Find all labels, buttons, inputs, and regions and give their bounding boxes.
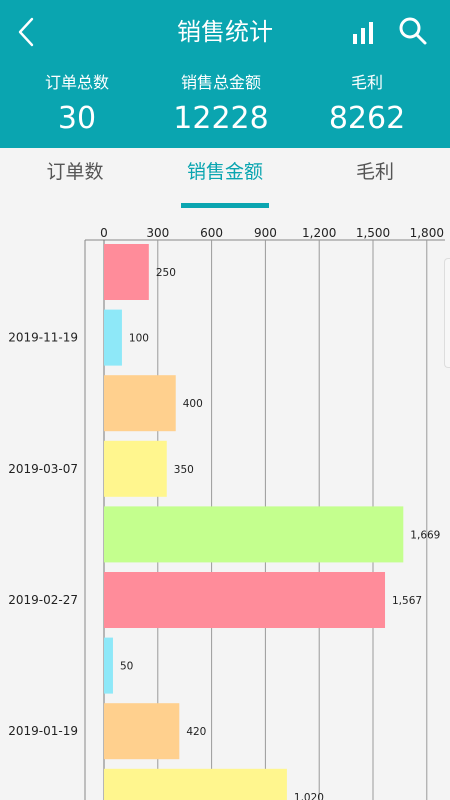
bar bbox=[104, 440, 167, 497]
tab-order-count[interactable]: 订单数 bbox=[46, 161, 104, 183]
bar bbox=[104, 703, 180, 760]
x-tick-label: 1,200 bbox=[302, 226, 336, 240]
stat-value: 8262 bbox=[328, 101, 406, 136]
bar bbox=[104, 375, 176, 432]
bar-value-label: 350 bbox=[174, 464, 194, 476]
category-date-label: 2019-02-27 bbox=[8, 593, 78, 607]
bar-value-label: 50 bbox=[120, 661, 133, 673]
bar-chart: 0 300 600 900 1,200 1,500 1,800 250 100 400 350 1,6… bbox=[8, 226, 445, 800]
stat-label: 毛利 bbox=[350, 73, 383, 92]
bar bbox=[104, 572, 386, 628]
bar-value-label: 1,567 bbox=[392, 595, 422, 607]
bar-value-label: 100 bbox=[129, 333, 149, 345]
bar bbox=[104, 637, 113, 694]
stat-label: 订单总数 bbox=[44, 73, 109, 92]
back-button[interactable] bbox=[10, 14, 46, 50]
stat-value: 12228 bbox=[173, 101, 269, 136]
stat-order-count: 订单总数 30 bbox=[2, 70, 152, 140]
stat-total-sales: 销售总金额 12228 bbox=[146, 70, 296, 140]
bar-value-label: 1,020 bbox=[294, 792, 324, 800]
chevron-left-icon bbox=[18, 17, 34, 47]
search-icon bbox=[399, 17, 427, 45]
bar-value-label: 1,669 bbox=[410, 529, 440, 541]
category-date-label: 2019-11-19 bbox=[8, 331, 78, 345]
bar-chart-icon bbox=[353, 22, 373, 44]
page-title: 销售统计 bbox=[177, 18, 273, 46]
category-date-label: 2019-03-07 bbox=[8, 462, 78, 476]
stat-label: 销售总金额 bbox=[180, 73, 261, 92]
tab-bar: 订单数 销售金额 毛利 bbox=[0, 148, 450, 210]
chart-button[interactable] bbox=[348, 16, 380, 48]
x-tick-label: 1,800 bbox=[410, 226, 444, 240]
active-tab-indicator bbox=[181, 203, 269, 208]
category-date-label: 2019-01-19 bbox=[8, 724, 78, 738]
bar-value-label: 420 bbox=[186, 726, 206, 738]
bar bbox=[104, 309, 122, 366]
x-tick-label: 600 bbox=[200, 226, 223, 240]
tab-sales-amount[interactable]: 销售金额 bbox=[186, 161, 263, 183]
x-tick-label: 1,500 bbox=[356, 226, 390, 240]
bar bbox=[104, 768, 287, 800]
sales-chart[interactable]: 0 300 600 900 1,200 1,500 1,800 250 100 400 350 1,6… bbox=[0, 210, 450, 800]
stat-gross-profit: 毛利 8262 bbox=[292, 70, 442, 140]
bar bbox=[104, 506, 404, 563]
bar-value-label: 400 bbox=[183, 398, 203, 410]
x-tick-label: 900 bbox=[254, 226, 277, 240]
stat-value: 30 bbox=[57, 101, 97, 136]
search-button[interactable] bbox=[396, 14, 430, 48]
app-header: 销售统计 订单总数 30 销售总金额 12228 毛利 8262 bbox=[0, 0, 450, 148]
side-drawer-handle[interactable] bbox=[444, 258, 450, 368]
x-tick-label: 300 bbox=[146, 226, 169, 240]
tab-gross-profit[interactable]: 毛利 bbox=[355, 161, 394, 183]
bar-value-label: 250 bbox=[156, 267, 176, 279]
x-tick-label: 0 bbox=[100, 226, 108, 240]
bar bbox=[104, 244, 149, 300]
